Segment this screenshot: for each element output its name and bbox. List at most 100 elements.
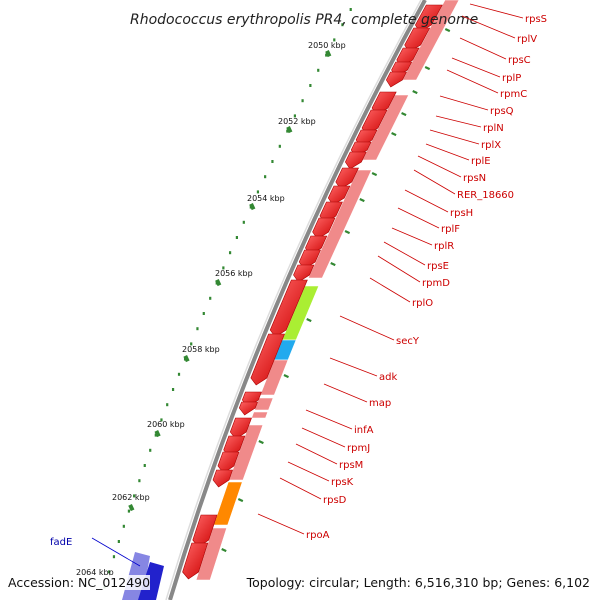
cds-arrow (229, 417, 252, 440)
gene-label-RER_18660[interactable]: RER_18660 (457, 190, 514, 201)
gene-label-rplV[interactable]: rplV (517, 34, 537, 45)
scale-major-tick (286, 126, 293, 134)
gene-label-rplX[interactable]: rplX (481, 140, 501, 151)
gene-label-leaders (91, 3, 524, 567)
leader-line (301, 427, 346, 448)
cds-arrow (182, 542, 209, 580)
scale-dot (235, 236, 239, 239)
scale-major-tick (128, 504, 135, 512)
cds-arrow (327, 185, 351, 206)
scale-major-tick (183, 355, 190, 363)
accession-text: Accession: NC_012490 (8, 575, 151, 590)
gene-label-rpsK[interactable]: rpsK (331, 477, 354, 488)
leader-line (339, 315, 395, 341)
track-tick (412, 90, 418, 95)
gene-label-rpsC[interactable]: rpsC (508, 55, 531, 66)
leader-line (469, 3, 524, 19)
leader-line (459, 37, 507, 60)
gene-label-infA[interactable]: infA (354, 425, 374, 436)
cds-arrow (250, 333, 285, 386)
scale-dot (317, 68, 320, 72)
gene-label-rpsQ[interactable]: rpsQ (490, 106, 514, 117)
cds-arrow (293, 264, 315, 283)
scale-dot (160, 418, 163, 422)
leader-line (439, 95, 489, 111)
leader-line (417, 155, 462, 178)
scale-dot (278, 144, 281, 148)
gene-label-rplE[interactable]: rplE (471, 156, 491, 167)
leader-line (413, 169, 456, 195)
track-tick (258, 440, 264, 445)
kbp-label-2058: 2058 kbp (182, 345, 220, 354)
leader-line (369, 277, 411, 303)
kbp-label-2056: 2056 kbp (215, 269, 253, 278)
gene-label-rpoA[interactable]: rpoA (306, 530, 330, 541)
scale-dot (166, 403, 169, 407)
track-tick (371, 171, 378, 177)
inner-gene-block (251, 411, 269, 419)
gene-label-rpsM[interactable]: rpsM (339, 460, 363, 471)
gene-label-rplP[interactable]: rplP (502, 73, 521, 84)
leader-line (383, 241, 426, 266)
cds-arrow (238, 401, 259, 416)
track-tick (344, 230, 351, 235)
kbp-label-2060: 2060 kbp (147, 420, 185, 429)
track-tick (401, 112, 407, 117)
scale-dot (349, 8, 352, 11)
scale-dot (271, 160, 274, 163)
track-tick (424, 65, 431, 71)
scale-dot (196, 327, 199, 331)
gene-label-rpsN[interactable]: rpsN (463, 173, 486, 184)
gene-label-rpmC[interactable]: rpmC (500, 89, 527, 100)
kbp-label-2064: 2064 kbp (76, 568, 114, 577)
leader-line (397, 207, 440, 229)
scale-dot (122, 524, 125, 528)
scale-dot (177, 372, 181, 376)
gene-label-rpsE[interactable]: rpsE (427, 261, 449, 272)
leader-line (391, 227, 433, 246)
leader-line (329, 357, 378, 377)
map-title: Rhodococcus erythropolis PR4, complete g… (130, 12, 478, 28)
gene-label-rpmJ[interactable]: rpmJ (347, 443, 370, 454)
scale-dot (333, 38, 336, 42)
track-tick (283, 374, 289, 379)
scale-dot (171, 388, 175, 391)
gene-label-rpmD[interactable]: rpmD (422, 278, 450, 289)
scale-dot (209, 296, 212, 300)
scale-dot (202, 312, 205, 315)
kbp-label-2062: 2062 kbp (112, 493, 150, 502)
kbp-label-2054: 2054 kbp (247, 194, 285, 203)
scale-dot (286, 129, 289, 133)
scale-dot (341, 23, 344, 27)
scale-dot (117, 540, 120, 543)
gene-label-rpsS[interactable]: rpsS (525, 14, 547, 25)
gene-label-rplO[interactable]: rplO (412, 298, 433, 309)
gene-label-rpsH[interactable]: rpsH (450, 208, 473, 219)
scale-dot (242, 220, 245, 224)
cds-arrow (335, 167, 359, 190)
scale-major-tick (215, 279, 222, 287)
leader-line (287, 461, 330, 482)
gene-label-rplF[interactable]: rplF (441, 224, 460, 235)
kbp-scale-ticks (128, 28, 451, 553)
gene-label-rplN[interactable]: rplN (483, 123, 504, 134)
genome-backbone-highlight (165, 0, 422, 600)
scale-dot (301, 99, 304, 103)
scale-dot (309, 84, 312, 87)
kbp-scale-dots (103, 8, 352, 589)
scale-dot (133, 494, 136, 498)
scale-dot (112, 555, 116, 559)
leader-line (435, 115, 482, 128)
scale-dot (149, 448, 152, 452)
gene-label-map[interactable]: map (369, 398, 391, 409)
gene-label-secY[interactable]: secY (396, 336, 420, 347)
gene-label-fadE[interactable]: fadE (50, 537, 72, 548)
scale-dot (108, 570, 111, 574)
gene-label-rplR[interactable]: rplR (434, 241, 454, 252)
scale-dot (154, 433, 157, 437)
leader-line (425, 143, 470, 161)
gene-label-adk[interactable]: adk (379, 372, 397, 383)
gene-label-rpsD[interactable]: rpsD (323, 495, 347, 506)
